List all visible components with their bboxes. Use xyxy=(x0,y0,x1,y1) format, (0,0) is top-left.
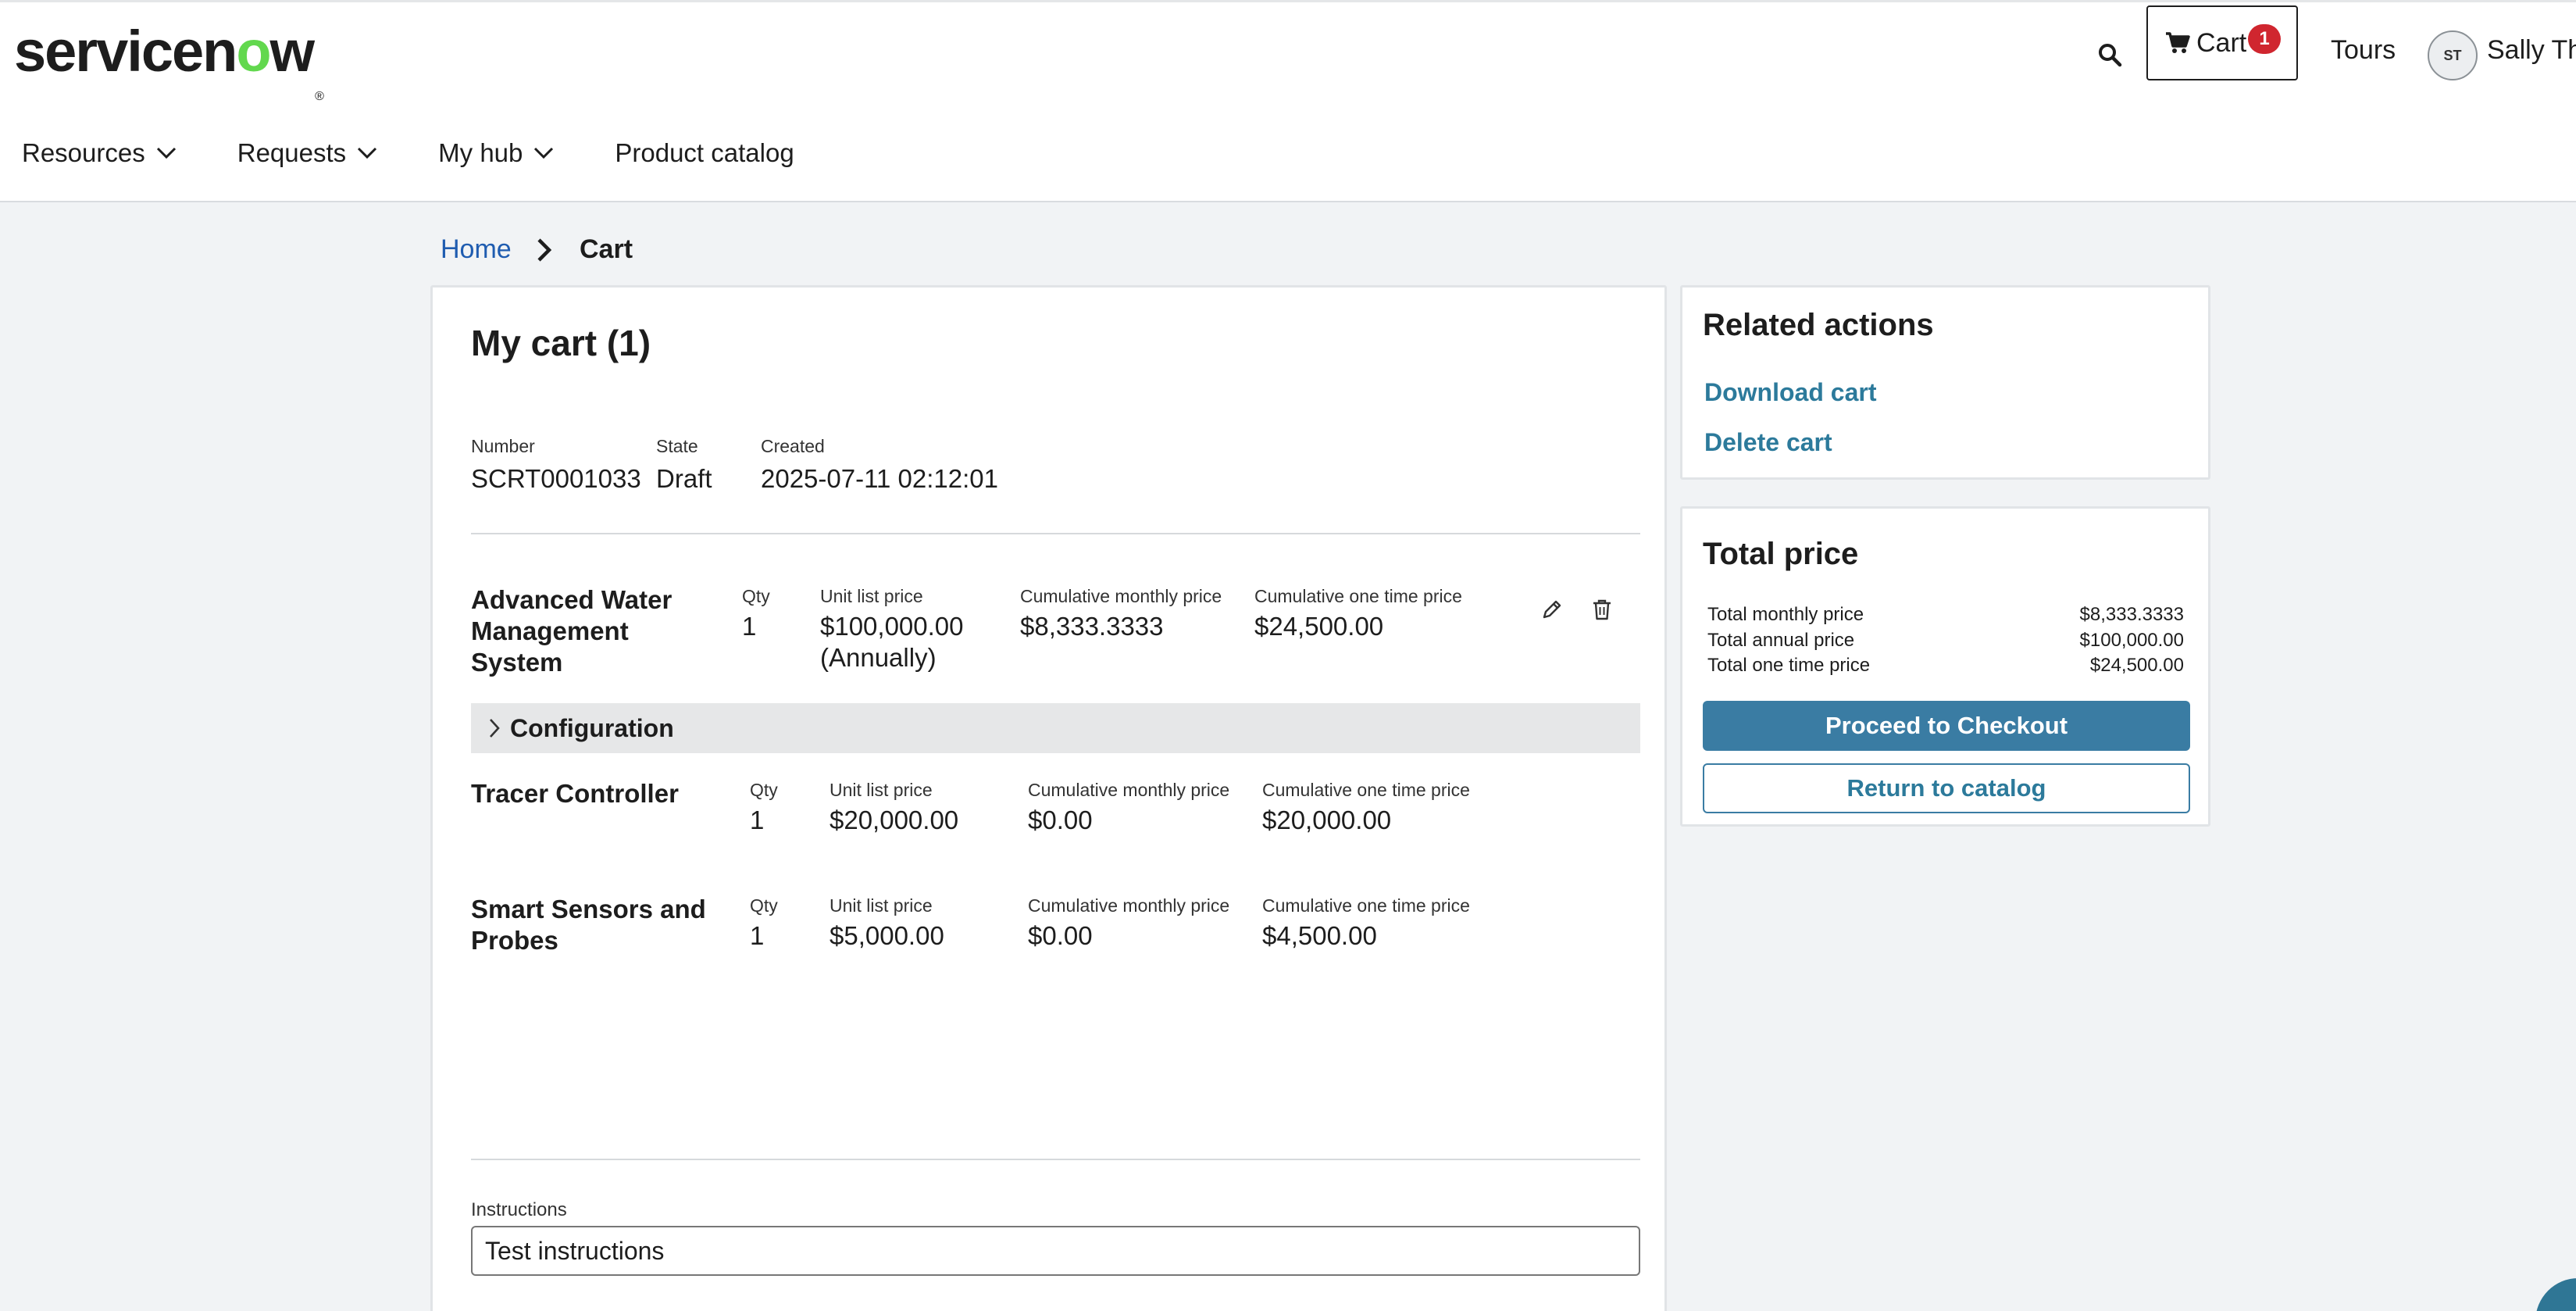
cart-count-badge: 1 xyxy=(2248,24,2281,54)
item-name: Smart Sensors and Probes xyxy=(471,895,706,955)
nav-my-hub[interactable]: My hub xyxy=(438,138,554,168)
total-annual-label: Total annual price xyxy=(1707,630,1855,651)
main-nav: Resources Requests My hub Product catalo… xyxy=(22,134,855,173)
total-annual-row: Total annual price $100,000.00 xyxy=(1707,630,2184,652)
monthly-price-value: $8,333.3333 xyxy=(1020,612,1164,641)
instructions-input[interactable] xyxy=(471,1226,1640,1276)
cart-button[interactable]: Cart 1 xyxy=(2146,5,2298,80)
chevron-down-icon xyxy=(156,147,176,159)
one-time-price-value: $20,000.00 xyxy=(1262,806,1392,834)
cart-label: Cart xyxy=(2196,27,2247,58)
one-time-price-value: $24,500.00 xyxy=(1254,612,1384,641)
top-header: servicenow® Cart 1 Tours ST Sally Thomas… xyxy=(0,0,2576,202)
unit-price-value: $5,000.00 xyxy=(830,921,944,950)
monthly-price-value: $0.00 xyxy=(1028,921,1093,950)
total-one-time-label: Total one time price xyxy=(1707,655,1871,676)
breadcrumb-current: Cart xyxy=(580,234,633,264)
instructions-divider xyxy=(471,1159,1640,1160)
help-launcher-button[interactable] xyxy=(2535,1278,2576,1311)
unit-price-label: Unit list price xyxy=(830,895,933,916)
return-to-catalog-button[interactable]: Return to catalog xyxy=(1703,763,2190,813)
qty-label: Qty xyxy=(750,780,778,800)
cart-title: My cart (1) xyxy=(471,323,651,363)
unit-price-label: Unit list price xyxy=(830,780,933,800)
nav-product-catalog[interactable]: Product catalog xyxy=(615,138,794,167)
chevron-right-icon xyxy=(537,238,552,262)
download-cart-link[interactable]: Download cart xyxy=(1704,378,1877,406)
qty-label: Qty xyxy=(742,586,770,606)
number-label: Number xyxy=(471,436,535,456)
unit-price-value: $20,000.00 xyxy=(830,806,959,834)
nav-requests[interactable]: Requests xyxy=(237,138,377,168)
one-time-price-label: Cumulative one time price xyxy=(1262,780,1470,800)
total-monthly-label: Total monthly price xyxy=(1707,604,1864,625)
chevron-down-icon xyxy=(358,147,377,159)
nav-resources[interactable]: Resources xyxy=(22,138,177,168)
search-button[interactable] xyxy=(2090,35,2129,74)
shopping-cart-icon xyxy=(2166,32,2190,53)
chevron-down-icon xyxy=(534,147,554,159)
pencil-icon xyxy=(1543,600,1561,619)
delete-cart-link[interactable]: Delete cart xyxy=(1704,428,1832,456)
total-one-time-row: Total one time price $24,500.00 xyxy=(1707,655,2184,677)
unit-price-label: Unit list price xyxy=(820,586,923,606)
edit-item-button[interactable] xyxy=(1536,594,1568,625)
monthly-price-label: Cumulative monthly price xyxy=(1028,780,1230,800)
one-time-price-value: $4,500.00 xyxy=(1262,921,1377,950)
qty-value: 1 xyxy=(750,806,765,834)
proceed-to-checkout-button[interactable]: Proceed to Checkout xyxy=(1703,701,2190,751)
related-actions-title: Related actions xyxy=(1703,308,1934,342)
one-time-price-label: Cumulative one time price xyxy=(1254,586,1462,606)
one-time-price-label: Cumulative one time price xyxy=(1262,895,1470,916)
related-actions-card: Related actions Download cart Delete car… xyxy=(1680,285,2210,480)
configuration-toggle[interactable]: Configuration xyxy=(471,703,1640,753)
state-value: Draft xyxy=(656,464,712,493)
user-avatar[interactable]: ST xyxy=(2428,30,2478,80)
total-one-time-value: $24,500.00 xyxy=(2089,655,2184,676)
created-value: 2025-07-11 02:12:01 xyxy=(761,464,998,493)
user-name[interactable]: Sally Thomas xyxy=(2487,35,2576,65)
meta-divider xyxy=(471,533,1640,534)
trash-icon xyxy=(1593,599,1611,620)
total-price-title: Total price xyxy=(1703,537,1859,571)
monthly-price-label: Cumulative monthly price xyxy=(1028,895,1230,916)
total-price-card: Total price Total monthly price $8,333.3… xyxy=(1680,506,2210,827)
chevron-right-icon xyxy=(490,719,500,738)
configuration-label: Configuration xyxy=(510,713,674,742)
cart-card: My cart (1) Number SCRT0001033 State Dra… xyxy=(430,285,1667,1311)
state-label: State xyxy=(656,436,698,456)
unit-price-note: (Annually) xyxy=(820,643,937,672)
total-monthly-value: $8,333.3333 xyxy=(2079,604,2184,625)
delete-item-button[interactable] xyxy=(1586,594,1618,625)
total-annual-value: $100,000.00 xyxy=(2079,630,2184,651)
number-value: SCRT0001033 xyxy=(471,464,641,493)
tours-link[interactable]: Tours xyxy=(2331,35,2396,65)
search-icon xyxy=(2099,44,2122,67)
created-label: Created xyxy=(761,436,825,456)
unit-price-value: $100,000.00 xyxy=(820,612,964,641)
instructions-label: Instructions xyxy=(471,1199,567,1220)
qty-value: 1 xyxy=(742,612,757,641)
qty-label: Qty xyxy=(750,895,778,916)
qty-value: 1 xyxy=(750,921,765,950)
item-name: Tracer Controller xyxy=(471,779,679,808)
total-monthly-row: Total monthly price $8,333.3333 xyxy=(1707,604,2184,626)
item-name: Advanced Water Management System xyxy=(471,585,673,677)
monthly-price-label: Cumulative monthly price xyxy=(1020,586,1222,606)
monthly-price-value: $0.00 xyxy=(1028,806,1093,834)
breadcrumb-home[interactable]: Home xyxy=(441,234,512,264)
servicenow-logo[interactable]: servicenow® xyxy=(14,19,324,103)
